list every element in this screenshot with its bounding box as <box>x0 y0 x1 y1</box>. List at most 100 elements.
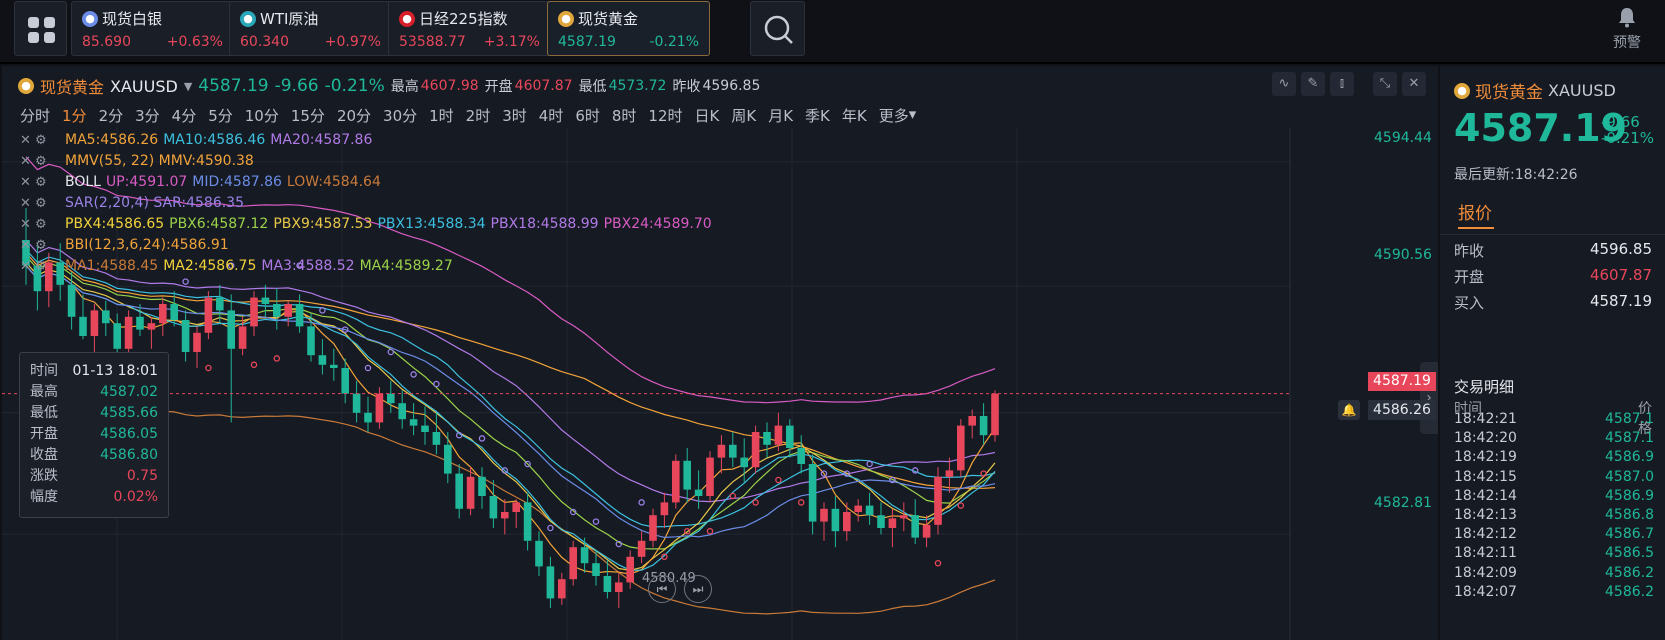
timeframe-tab[interactable]: 周K <box>731 107 757 125</box>
chevron-down-icon[interactable]: ▾ <box>908 105 917 123</box>
chart-type-button[interactable]: ⫾ <box>1330 72 1354 96</box>
chevron-down-icon[interactable]: ▼ <box>183 79 193 93</box>
ticker-card[interactable]: ● 现货黄金 4587.19 -0.21% <box>547 1 710 56</box>
ticker-card[interactable]: ● 日经225指数 53588.77 +3.17% <box>388 1 551 56</box>
quote-row: 昨收 4596.85 <box>1454 240 1652 261</box>
quote-value: 4607.87 <box>1589 266 1652 284</box>
timeframe-tab[interactable]: 30分 <box>383 107 418 125</box>
timeframe-tab[interactable]: 4时 <box>538 107 564 125</box>
timeframe-tab[interactable]: 更多 <box>878 107 909 125</box>
close-icon[interactable]: ✕ <box>20 237 31 253</box>
settings-icon[interactable]: ⚙ <box>35 237 47 253</box>
alert-button[interactable]: 预警 <box>1607 6 1647 52</box>
candle-body <box>672 460 680 503</box>
timeframe-tab[interactable]: 20分 <box>336 107 372 125</box>
candle-body <box>740 457 748 468</box>
indicator-row-mmv: ✕ ⚙ MMV(55, 22) MMV:4590.38 <box>20 153 254 169</box>
candle-body <box>216 297 224 311</box>
settings-icon[interactable]: ⚙ <box>35 132 47 148</box>
timeframe-tab[interactable]: 日K <box>694 107 720 125</box>
apps-button[interactable] <box>14 1 67 56</box>
ticker-card[interactable]: ● WTI原油 60.340 +0.97% <box>229 1 392 56</box>
settings-icon[interactable]: ⚙ <box>35 174 47 190</box>
timeframe-tab[interactable]: 15分 <box>290 107 325 125</box>
ticker-card[interactable]: ● 现货白银 85.690 +0.63% <box>71 1 234 56</box>
timeframe-tab[interactable]: 3分 <box>135 107 160 125</box>
indicator-controls[interactable]: ✕ ⚙ <box>20 175 60 190</box>
trade-row: 18:42:14 4586.9 <box>1454 488 1665 504</box>
indicator-controls[interactable]: ✕ ⚙ <box>20 259 60 274</box>
trade-time-header: 时间 <box>1454 401 1482 417</box>
indicator-tool-button[interactable]: ∿ <box>1272 72 1296 96</box>
trade-time: 18:42:07 <box>1454 583 1517 600</box>
settings-icon[interactable]: ⚙ <box>35 195 47 211</box>
indicator-controls[interactable]: ✕ ⚙ <box>20 154 60 169</box>
quote-row: 买入 4587.19 <box>1454 292 1652 313</box>
trade-row: 18:42:19 4586.9 <box>1454 449 1665 465</box>
timeframe-tab[interactable]: 6时 <box>575 107 600 125</box>
price-alert-button[interactable]: 🔔 <box>1338 400 1360 420</box>
divider <box>1440 234 1665 235</box>
timeframe-tab[interactable]: 1时 <box>429 107 454 125</box>
timeframe-tab[interactable]: 年K <box>841 107 867 125</box>
trade-price: 4586.9 <box>1605 487 1654 504</box>
close-button[interactable]: ✕ <box>1402 72 1426 96</box>
candle-body <box>261 297 270 304</box>
timeframe-tab[interactable]: 1分 <box>62 107 87 125</box>
indicator-row-bbi: ✕ ⚙ BBI(12,3,6,24):4586.91 <box>20 237 229 253</box>
candle-body <box>512 502 520 512</box>
indicator-value: MA4:4589.27 <box>359 258 453 274</box>
settings-icon[interactable]: ⚙ <box>35 258 47 274</box>
jump-start-button[interactable]: ⏮ <box>648 575 676 603</box>
settings-icon[interactable]: ⚙ <box>35 153 47 169</box>
quote-price: 4587.19 <box>1454 106 1628 150</box>
timeframe-tab[interactable]: 分时 <box>20 107 51 125</box>
tooltip-key: 幅度 <box>30 489 58 505</box>
candle-body <box>227 310 235 349</box>
trade-time: 18:42:12 <box>1454 526 1517 543</box>
close-icon[interactable]: ✕ <box>20 258 31 274</box>
tooltip-value: 4585.66 <box>100 405 158 421</box>
instrument-symbol[interactable]: XAUUSD <box>110 76 178 96</box>
indicator-controls[interactable]: ✕ ⚙ <box>20 217 60 232</box>
tooltip-row: 时间 01-13 18:01 <box>20 361 168 382</box>
close-icon[interactable]: ✕ <box>20 153 31 169</box>
timeframe-tab[interactable]: 8时 <box>611 107 637 125</box>
timeframe-tab[interactable]: 3时 <box>502 107 527 125</box>
candle-body <box>466 476 475 509</box>
candle-body <box>843 512 851 532</box>
close-icon[interactable]: ✕ <box>20 195 31 211</box>
timeframe-tab[interactable]: 10分 <box>244 107 279 125</box>
indicator-controls[interactable]: ✕ ⚙ <box>20 238 60 253</box>
timeframe-tab[interactable]: 12时 <box>648 107 683 125</box>
high-value: 4607.98 <box>420 78 479 94</box>
high-label: 最高 <box>390 79 419 95</box>
timeframe-tab[interactable]: 4分 <box>171 107 197 125</box>
draw-tool-button[interactable]: ✎ <box>1301 72 1325 96</box>
timeframe-tab[interactable]: 月K <box>768 107 794 125</box>
timeframe-tab[interactable]: 2时 <box>465 107 491 125</box>
search-button[interactable] <box>750 1 805 56</box>
timeframe-tab[interactable]: 季K <box>805 107 830 125</box>
candle-body <box>113 323 121 349</box>
close-icon[interactable]: ✕ <box>20 174 31 190</box>
candle-body <box>751 432 760 468</box>
close-icon[interactable]: ✕ <box>20 132 31 148</box>
trade-row: 18:42:09 4586.2 <box>1454 565 1665 581</box>
wave-icon: ∿ <box>1278 76 1290 91</box>
ticker-name: 现货黄金 <box>578 10 639 28</box>
tab-quote[interactable]: 报价 <box>1458 204 1492 224</box>
candle-body <box>444 444 452 474</box>
candlestick-chart[interactable] <box>2 128 1438 640</box>
candle-body <box>56 262 64 285</box>
timeframe-tab[interactable]: 5分 <box>208 107 233 125</box>
pencil-icon: ✎ <box>1307 76 1319 91</box>
indicator-controls[interactable]: ✕ ⚙ <box>20 196 60 211</box>
timeframe-tab[interactable]: 2分 <box>98 107 124 125</box>
settings-icon[interactable]: ⚙ <box>35 216 47 232</box>
close-icon[interactable]: ✕ <box>20 216 31 232</box>
indicator-controls[interactable]: ✕ ⚙ <box>20 133 60 148</box>
jump-end-button[interactable]: ⏭ <box>684 575 712 603</box>
current-price-tag: 4587.19 <box>1368 372 1436 391</box>
collapse-button[interactable]: ⤡ <box>1373 72 1397 96</box>
